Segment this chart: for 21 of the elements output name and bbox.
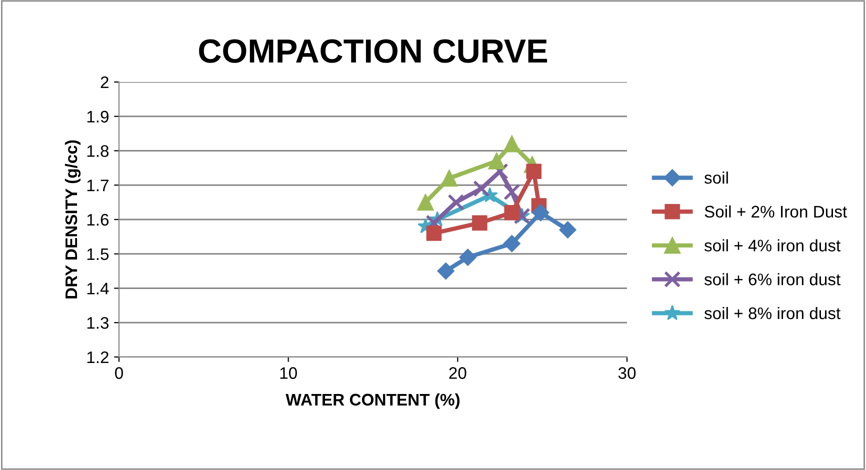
y-tick-label: 1.4	[87, 282, 109, 294]
y-tick-label: 1.8	[87, 145, 109, 157]
y-tick-label: 1.6	[87, 214, 109, 226]
y-tick-label: 1.5	[87, 248, 109, 260]
x-tick-label: 0	[115, 367, 123, 379]
legend-label: soil + 4% iron dust	[704, 239, 841, 252]
legend-label: soil + 8% iron dust	[704, 306, 841, 320]
legend-label: Soil + 2% Iron Dust	[704, 205, 847, 218]
legend-label: soil + 6% iron dust	[704, 273, 841, 286]
x-tick-label: 20	[449, 367, 466, 379]
y-tick-label: 1.3	[87, 317, 109, 329]
y-tick-label: 1.9	[87, 110, 108, 123]
x-tick-label: 30	[618, 367, 636, 379]
chart-title: COMPACTION CURVE	[199, 39, 548, 63]
x-axis-title: WATER CONTENT (%)	[286, 393, 460, 409]
y-tick-label: 1.2	[87, 351, 108, 364]
y-tick-label: 1.7	[87, 180, 108, 192]
legend-label: soil	[704, 171, 728, 184]
y-tick-label: 2	[100, 76, 108, 88]
x-tick-label: 10	[280, 367, 297, 379]
y-axis-title: DRY DENSITY (g/cc)	[64, 140, 81, 298]
